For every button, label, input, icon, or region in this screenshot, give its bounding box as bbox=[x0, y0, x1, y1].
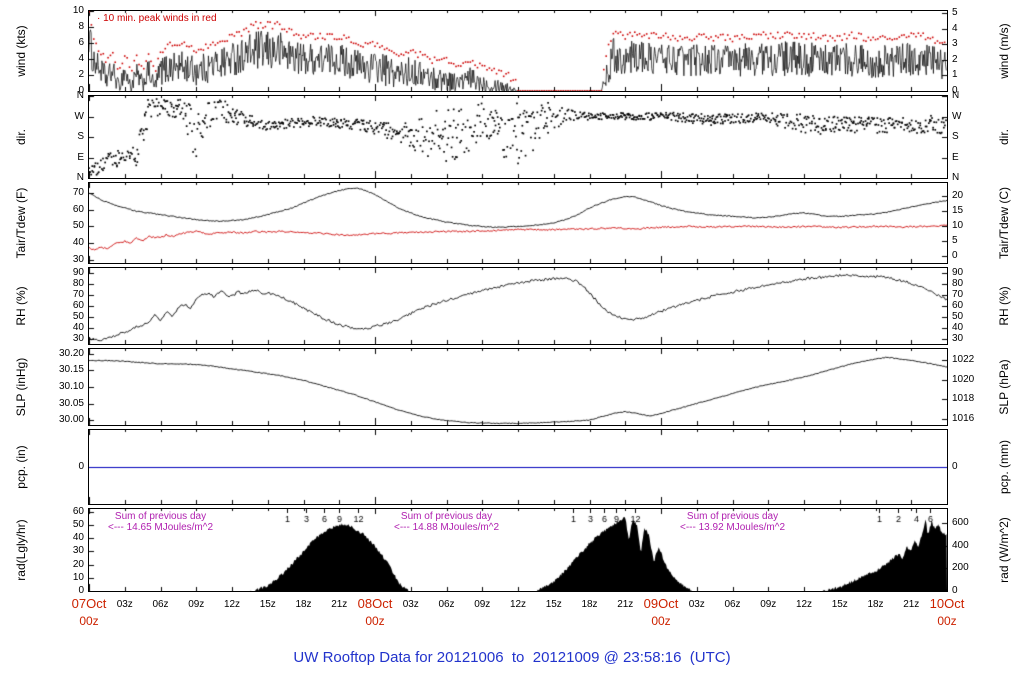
panel-wind-direction bbox=[88, 95, 948, 179]
x-hour-tick-label: 21z bbox=[617, 599, 634, 610]
x-date-label: 08Oct bbox=[357, 596, 393, 611]
annotation-line2: <--- 14.88 MJoules/m^2 bbox=[393, 522, 500, 533]
y-tick-label: 50 bbox=[952, 310, 964, 322]
x-hour-tick-label: 18z bbox=[581, 599, 598, 610]
x-hour-tick-label: 06z bbox=[724, 599, 741, 610]
x-hour-tick-label: 21z bbox=[903, 599, 920, 610]
peak-winds-note: · 10 min. peak winds in red bbox=[97, 13, 217, 24]
x-hour-tick-label: 18z bbox=[867, 599, 884, 610]
sea-level-pressure-plot bbox=[89, 349, 947, 425]
annotation-line2: <--- 13.92 MJoules/m^2 bbox=[679, 522, 786, 533]
x-hour-tick-label: 03z bbox=[402, 599, 419, 610]
x-date-label: 10Oct bbox=[929, 596, 965, 611]
y-tick-label: 4 bbox=[952, 22, 958, 34]
x-date-hour-label: 00z bbox=[365, 614, 385, 628]
radiation-sum-annotation: Sum of previous day <--- 14.65 MJoules/m… bbox=[108, 511, 213, 533]
y-tick-label: 20 bbox=[952, 190, 964, 202]
annotation-line1: Sum of previous day bbox=[686, 511, 779, 522]
y-tick-label: 70 bbox=[952, 289, 964, 301]
y-tick-label: 0 bbox=[952, 461, 958, 472]
y-tick-label: 90 bbox=[952, 267, 964, 279]
y-tick-label: E bbox=[952, 151, 959, 163]
x-hour-tick-label: 09z bbox=[474, 599, 491, 610]
x-hour-tick-label: 06z bbox=[152, 599, 169, 610]
x-hour-tick-label: 03z bbox=[688, 599, 705, 610]
precipitation-plot bbox=[89, 430, 947, 504]
x-date-hour-label: 00z bbox=[937, 614, 957, 628]
panel-solar-radiation bbox=[88, 508, 948, 592]
y-tick-label: 30 bbox=[952, 332, 964, 344]
y-tick-label: W bbox=[952, 110, 962, 122]
radiation-sum-annotation: Sum of previous day <--- 13.92 MJoules/m… bbox=[680, 511, 785, 533]
x-date-hour-label: 00z bbox=[79, 614, 99, 628]
x-hour-tick-label: 15z bbox=[259, 599, 276, 610]
x-hour-tick-label: 12z bbox=[509, 599, 527, 610]
x-hour-tick-label: 06z bbox=[438, 599, 455, 610]
x-date-hour-label: 00z bbox=[651, 614, 671, 628]
wind-direction-plot bbox=[89, 96, 947, 178]
y-tick-label: 1020 bbox=[952, 373, 975, 385]
y-tick-label: N bbox=[952, 90, 960, 101]
y-tick-label: 1022 bbox=[952, 354, 975, 366]
panel-sea-level-pressure bbox=[88, 348, 948, 426]
relative-humidity-plot bbox=[89, 268, 947, 344]
y-tick-label: 15 bbox=[952, 205, 964, 217]
y-tick-label: 5 bbox=[952, 7, 958, 19]
x-date-label: 09Oct bbox=[643, 596, 679, 611]
y-tick-label: 1 bbox=[952, 69, 958, 81]
x-date-label: 07Oct bbox=[71, 596, 107, 611]
panel-temperature-dewpoint bbox=[88, 182, 948, 264]
panel-precipitation bbox=[88, 429, 948, 505]
x-hour-tick-label: 09z bbox=[760, 599, 777, 610]
y-tick-label: 80 bbox=[952, 278, 964, 290]
y-tick-label: 0 bbox=[952, 585, 958, 596]
annotation-line1: Sum of previous day bbox=[400, 511, 493, 522]
temperature-dewpoint-plot bbox=[89, 183, 947, 263]
y-tick-label: 2 bbox=[952, 53, 958, 65]
x-hour-tick-label: 12z bbox=[223, 599, 241, 610]
y-tick-label: 3 bbox=[952, 38, 958, 50]
y-tick-label: 600 bbox=[952, 516, 969, 528]
axis-title-rad-wm2: rad (W/m^2) bbox=[997, 517, 1011, 583]
panel-wind-speed: · 10 min. peak winds in red bbox=[88, 10, 948, 92]
solar-radiation-plot bbox=[89, 509, 947, 591]
y-tick-label: 0 bbox=[952, 250, 958, 262]
wind-speed-plot bbox=[89, 11, 947, 91]
y-tick-label: S bbox=[952, 131, 959, 142]
y-tick-label: 60 bbox=[952, 300, 964, 311]
annotation-line2: <--- 14.65 MJoules/m^2 bbox=[107, 522, 214, 533]
radiation-sum-annotation: Sum of previous day <--- 14.88 MJoules/m… bbox=[394, 511, 499, 533]
annotation-line1: Sum of previous day bbox=[114, 511, 207, 522]
y-tick-label: 40 bbox=[952, 321, 964, 333]
y-tick-label: 5 bbox=[952, 235, 958, 247]
y-tick-label: 1018 bbox=[952, 393, 975, 405]
figure-title: UW Rooftop Data for 20121006 to 20121009… bbox=[293, 649, 731, 666]
x-hour-tick-label: 21z bbox=[331, 599, 348, 610]
y-tick-label: N bbox=[952, 172, 960, 183]
x-hour-tick-label: 12z bbox=[795, 599, 813, 610]
x-hour-tick-label: 15z bbox=[545, 599, 562, 610]
x-hour-tick-label: 03z bbox=[116, 599, 133, 610]
y-tick-label: 10 bbox=[952, 220, 964, 232]
axis-title-rad-lgly: rad(Lgly/hr) bbox=[14, 519, 28, 581]
y-tick-label: 200 bbox=[952, 562, 969, 574]
y-tick-label: 400 bbox=[952, 539, 969, 551]
y-tick-label: 1016 bbox=[952, 412, 975, 424]
x-hour-tick-label: 09z bbox=[188, 599, 205, 610]
panel-relative-humidity bbox=[88, 267, 948, 345]
x-hour-tick-label: 18z bbox=[295, 599, 312, 610]
x-hour-tick-label: 15z bbox=[831, 599, 848, 610]
y-tick-label: 0 bbox=[952, 85, 958, 96]
